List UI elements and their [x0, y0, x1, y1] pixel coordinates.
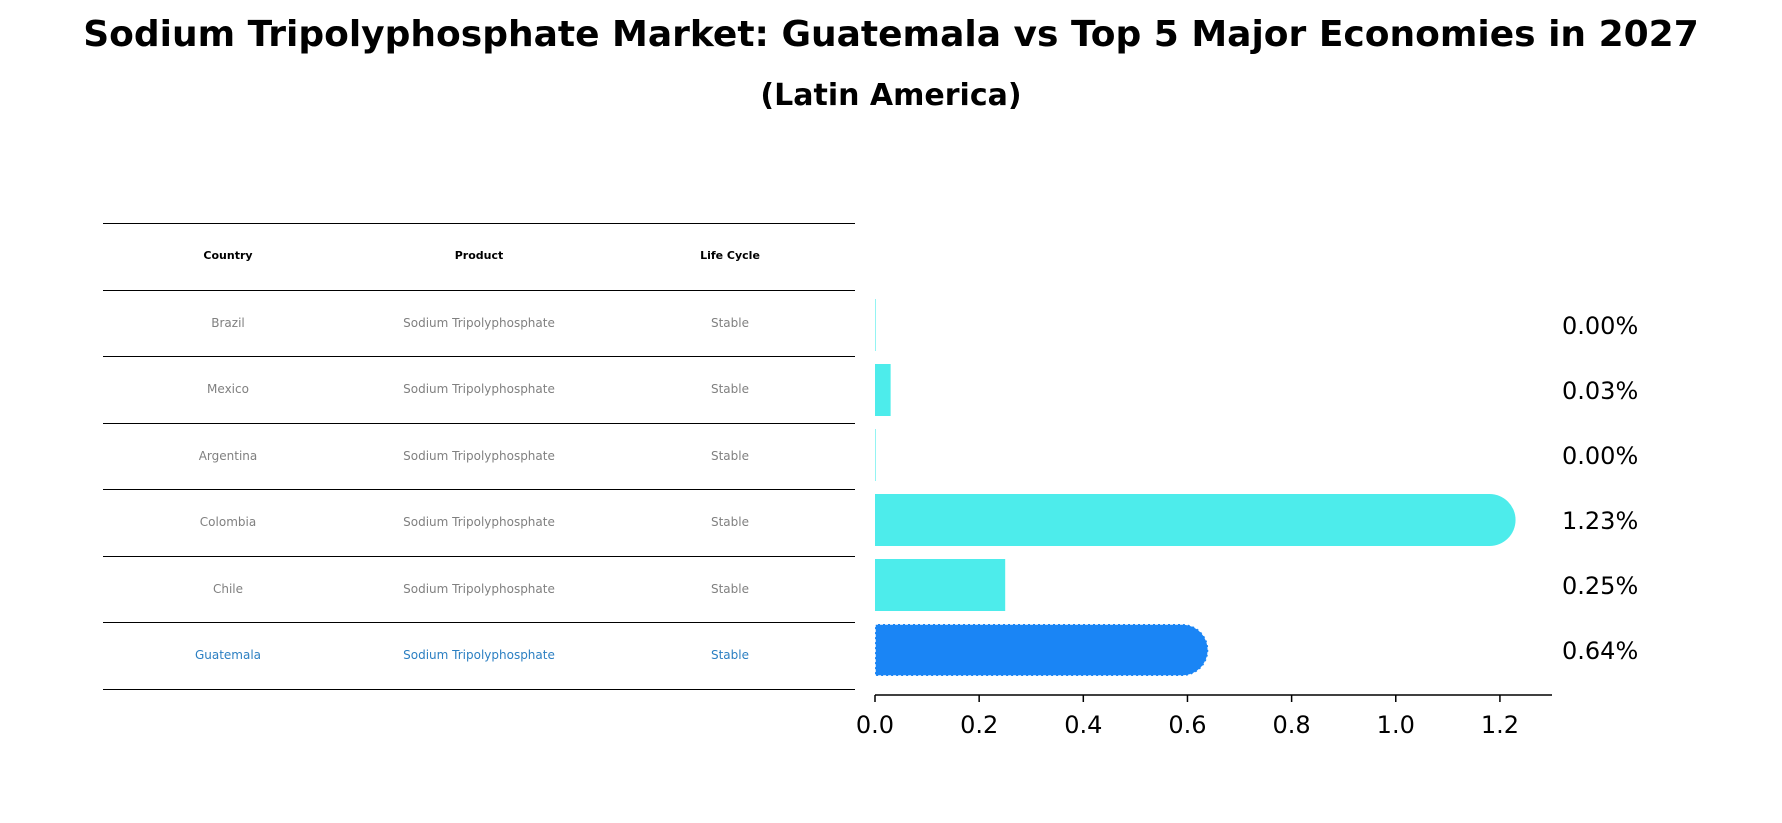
table-cell-country: Brazil	[211, 315, 245, 330]
table-header-cell: Product	[454, 249, 504, 263]
data-label: 0.25%	[1562, 572, 1638, 600]
table-rule	[103, 489, 855, 490]
table-cell-life-cycle: Stable	[710, 448, 749, 463]
x-tick-label: 0.8	[1273, 711, 1311, 739]
x-tick-label: 1.0	[1377, 711, 1415, 739]
table-cell-product: Sodium Tripolyphosphate	[403, 315, 555, 330]
table-cell-product: Sodium Tripolyphosphate	[403, 581, 555, 596]
table-cell-life-cycle: Stable	[710, 315, 749, 330]
table-rule	[103, 356, 855, 357]
table-cell-product: Sodium Tripolyphosphate	[403, 448, 555, 463]
data-label: 0.00%	[1562, 312, 1638, 340]
bar	[874, 623, 1210, 677]
x-tick-label: 1.2	[1481, 711, 1519, 739]
data-label: 0.00%	[1562, 442, 1638, 470]
table-rule	[103, 622, 855, 623]
data-label: 0.64%	[1562, 637, 1638, 665]
chart-subtitle: (Latin America)	[760, 78, 1022, 113]
table-cell-country: Argentina	[198, 448, 258, 463]
chart-title: Sodium Tripolyphosphate Market: Guatemal…	[83, 14, 1699, 55]
table-rule	[103, 688, 855, 690]
table-cell-product: Sodium Tripolyphosphate	[403, 515, 555, 530]
table-cell-country: Mexico	[207, 382, 249, 397]
table-cell-product: Sodium Tripolyphosphate	[403, 382, 555, 397]
bar	[875, 494, 1516, 546]
x-tick-label: 0.0	[856, 711, 894, 739]
bar	[875, 559, 1006, 611]
table-cell-product: Sodium Tripolyphosphate	[403, 648, 555, 663]
bar	[875, 299, 876, 351]
x-tick-label: 0.4	[1064, 711, 1102, 739]
table-cell-life-cycle: Stable	[710, 581, 749, 596]
data-label: 0.03%	[1562, 377, 1638, 405]
bar	[875, 429, 876, 481]
table-cell-life-cycle: Stable	[710, 515, 749, 530]
bar	[875, 364, 891, 416]
x-tick-label: 0.6	[1168, 711, 1206, 739]
table-rule	[103, 422, 855, 424]
table-cell-country: Colombia	[199, 515, 257, 530]
table-header-cell: Country	[203, 249, 253, 263]
table-cell-country: Guatemala	[194, 648, 262, 663]
table-cell-life-cycle: Stable	[710, 648, 749, 663]
x-tick-label: 0.2	[960, 711, 998, 739]
table-header-cell: Life Cycle	[700, 249, 760, 263]
table-rule	[103, 289, 855, 291]
table-cell-life-cycle: Stable	[710, 382, 749, 397]
table-rule	[103, 555, 855, 557]
table-cell-country: Chile	[212, 581, 244, 596]
data-label: 1.23%	[1562, 507, 1638, 535]
table-rule	[103, 223, 855, 224]
